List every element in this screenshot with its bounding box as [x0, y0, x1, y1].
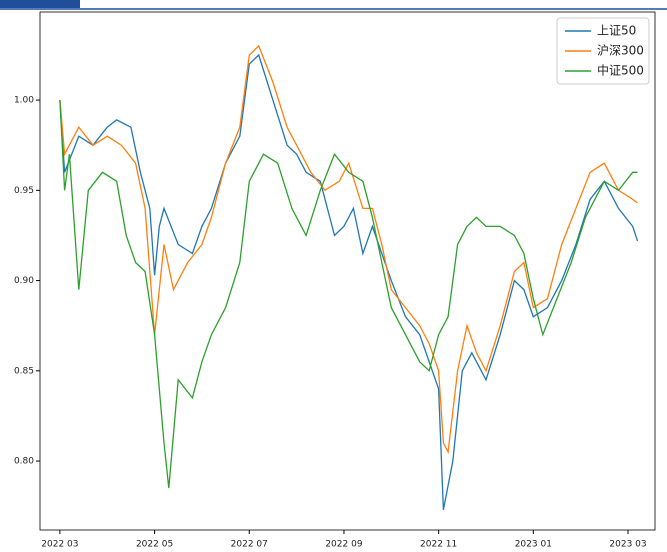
legend-label: 沪深300 [597, 44, 644, 58]
legend-label: 中证500 [597, 63, 644, 78]
header-block [0, 0, 80, 8]
y-tick-label: 0.80 [14, 457, 34, 467]
x-tick-label: 2022 09 [325, 540, 362, 550]
plot-frame [39, 11, 656, 531]
x-tick-label: 2022 05 [136, 540, 173, 550]
series-line [59, 100, 638, 489]
legend-label: 上证50 [597, 24, 636, 38]
x-tick-label: 2023 01 [515, 540, 552, 550]
y-tick-label: 0.85 [14, 366, 34, 376]
y-tick-label: 1.00 [14, 96, 34, 106]
series-line [59, 53, 639, 510]
x-tick-label: 2022 03 [41, 540, 78, 550]
x-tick-label: 2022 11 [420, 540, 457, 550]
series-line [59, 44, 638, 455]
x-tick-label: 2022 07 [231, 540, 268, 550]
x-tick-label: 2023 03 [609, 540, 646, 550]
y-tick-label: 0.90 [14, 276, 34, 286]
legend-box [556, 17, 650, 85]
y-tick-label: 0.95 [14, 186, 34, 196]
